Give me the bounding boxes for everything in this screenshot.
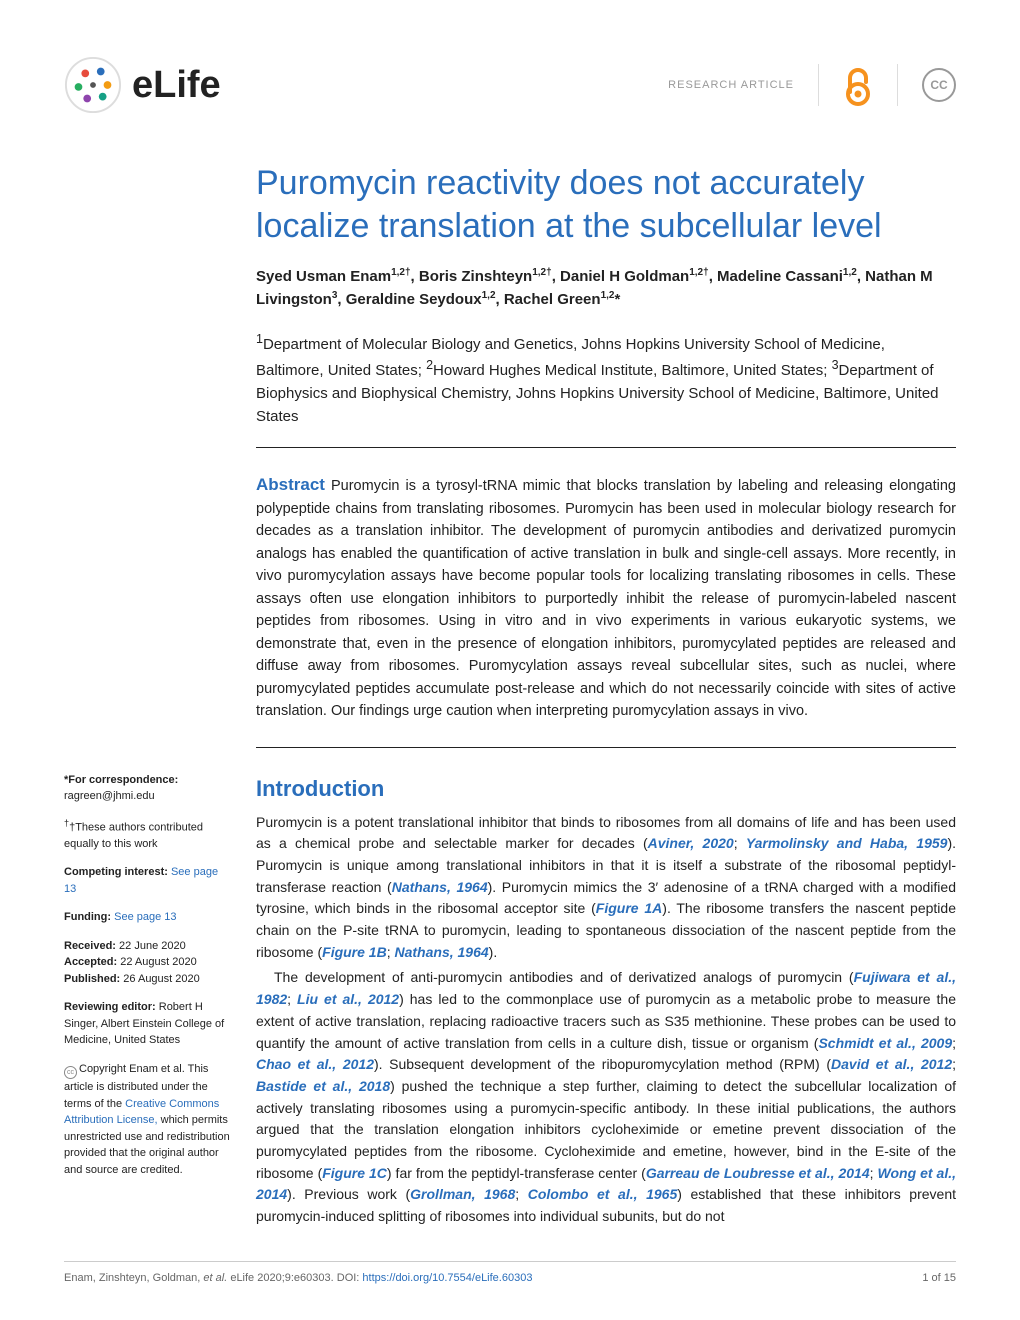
citation-link[interactable]: Chao et al., 2012: [256, 1056, 374, 1072]
citation-link[interactable]: Schmidt et al., 2009: [818, 1035, 952, 1051]
intro-paragraph-2: The development of anti-puromycin antibo…: [256, 967, 956, 1227]
competing-head: Competing interest:: [64, 866, 168, 878]
article-type-label: RESEARCH ARTICLE: [668, 79, 794, 91]
citation-link[interactable]: Nathans, 1964: [392, 879, 488, 895]
intro-paragraph-1: Puromycin is a potent translational inhi…: [256, 812, 956, 964]
funding-head: Funding:: [64, 911, 111, 923]
abstract: Abstract Puromycin is a tyrosyl-tRNA mim…: [256, 472, 956, 723]
section-heading-introduction: Introduction: [256, 772, 956, 806]
citation-link[interactable]: Nathans, 1964: [395, 944, 489, 960]
doi-link[interactable]: https://doi.org/10.7554/eLife.60303: [362, 1272, 532, 1284]
dates-block: Received: 22 June 2020 Accepted: 22 Augu…: [64, 938, 232, 988]
divider: [818, 64, 819, 106]
abstract-text: Puromycin is a tyrosyl-tRNA mimic that b…: [256, 478, 956, 720]
page-number: 1 of 15: [922, 1272, 956, 1284]
footer-rule: [64, 1261, 956, 1262]
correspondence-email: ragreen@jhmi.edu: [64, 790, 155, 802]
figure-link[interactable]: Figure 1B: [322, 944, 387, 960]
citation-link[interactable]: David et al., 2012: [831, 1056, 952, 1072]
copyright-block: ccCopyright Enam et al. This article is …: [64, 1061, 232, 1179]
header-right: RESEARCH ARTICLE CC: [668, 64, 956, 106]
main-content: Introduction Puromycin is a potent trans…: [256, 772, 956, 1232]
page-header: eLife RESEARCH ARTICLE CC: [64, 56, 956, 114]
footer-citation: Enam, Zinshteyn, Goldman, et al. eLife 2…: [64, 1272, 532, 1284]
equal-contrib-note: ††These authors contributed equally to t…: [64, 817, 232, 853]
elife-logo-icon: [64, 56, 122, 114]
figure-link[interactable]: Figure 1C: [322, 1165, 387, 1181]
article-title: Puromycin reactivity does not accurately…: [256, 162, 956, 247]
journal-logo: eLife: [64, 56, 221, 114]
citation-link[interactable]: Yarmolinsky and Haba, 1959: [746, 835, 948, 851]
author-list: Syed Usman Enam1,2†, Boris Zinshteyn1,2†…: [256, 265, 956, 312]
citation-link[interactable]: Garreau de Loubresse et al., 2014: [646, 1165, 870, 1181]
reviewing-editor-block: Reviewing editor: Robert H Singer, Alber…: [64, 999, 232, 1049]
citation-link[interactable]: Bastide et al., 2018: [256, 1078, 390, 1094]
funding-link[interactable]: See page 13: [114, 911, 176, 923]
open-access-icon: [843, 64, 873, 106]
affiliations: 1Department of Molecular Biology and Gen…: [256, 330, 956, 429]
cc-license-icon: CC: [922, 68, 956, 102]
citation-link[interactable]: Grollman, 1968: [410, 1186, 515, 1202]
journal-name: eLife: [132, 64, 221, 107]
correspondence-head: *For correspondence:: [64, 774, 178, 786]
citation-link[interactable]: Aviner, 2020: [648, 835, 734, 851]
figure-link[interactable]: Figure 1A: [596, 900, 662, 916]
rule: [256, 447, 956, 448]
citation-link[interactable]: Colombo et al., 1965: [528, 1186, 677, 1202]
abstract-label: Abstract: [256, 475, 325, 494]
citation-link[interactable]: Liu et al., 2012: [297, 991, 399, 1007]
page-footer: Enam, Zinshteyn, Goldman, et al. eLife 2…: [64, 1272, 956, 1284]
divider: [897, 64, 898, 106]
rule: [256, 747, 956, 748]
sidebar-meta: *For correspondence: ragreen@jhmi.edu ††…: [64, 772, 232, 1232]
